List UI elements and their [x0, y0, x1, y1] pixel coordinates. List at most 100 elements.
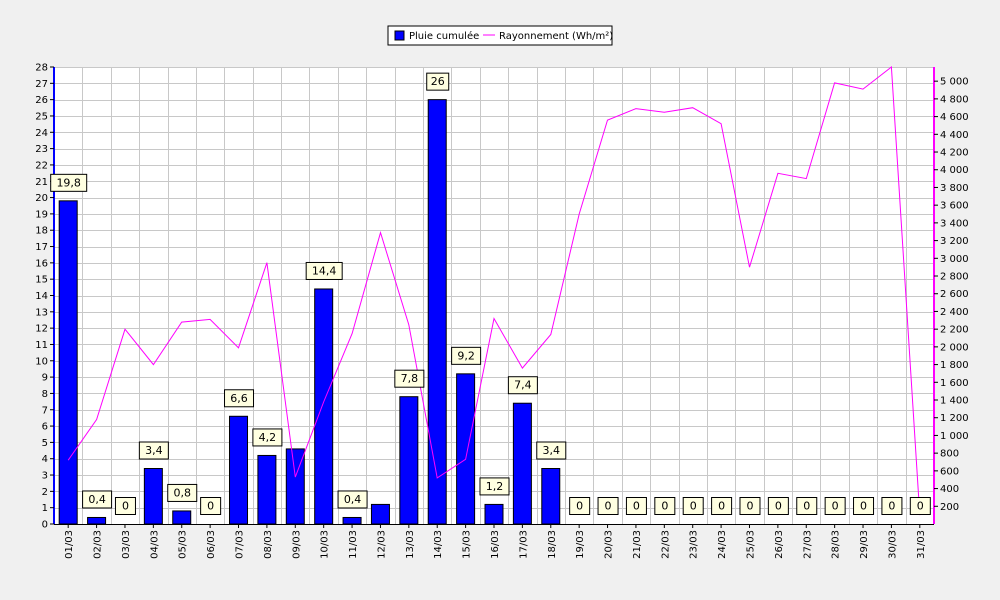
left-tick-label: 18: [35, 226, 48, 237]
data-label-box: [853, 497, 875, 515]
data-label: 0: [853, 497, 875, 515]
legend-bar-label: Pluie cumulée: [409, 30, 479, 42]
data-label-box: [654, 497, 676, 515]
right-tick-label: 1 800: [940, 360, 969, 371]
left-tick-label: 27: [35, 79, 48, 90]
data-label-text: 0: [803, 500, 810, 513]
data-label-box: [796, 497, 818, 515]
data-label-text: 4,2: [259, 431, 277, 444]
x-tick-label: 05/03: [178, 530, 189, 559]
x-tick-label: 21/03: [632, 530, 643, 559]
left-tick-label: 12: [35, 324, 48, 335]
data-label: 0: [625, 497, 647, 515]
rain-bar: [257, 454, 277, 525]
x-tick-label: 27/03: [802, 530, 813, 559]
x-tick-label: 08/03: [263, 530, 274, 559]
x-tick-label: 02/03: [93, 530, 104, 559]
left-tick-label: 21: [35, 177, 48, 188]
data-label: 4,2: [252, 428, 283, 447]
right-tick-label: 2 200: [940, 325, 969, 336]
data-label: 0: [796, 497, 818, 515]
right-tick-label: 3 000: [940, 254, 969, 265]
data-label: 3,4: [138, 441, 169, 460]
x-tick-label: 24/03: [717, 530, 728, 559]
rain-bar: [484, 503, 504, 525]
data-label: 7,4: [507, 376, 538, 395]
data-label-text: 14,4: [312, 264, 337, 277]
left-tick-label: 19: [35, 209, 48, 220]
data-label-text: 0: [746, 500, 753, 513]
data-label-box: [625, 497, 647, 515]
data-label-box: [767, 497, 789, 515]
data-label: 26: [426, 72, 450, 91]
x-tick-label: 18/03: [547, 530, 558, 559]
x-tick-label: 07/03: [235, 530, 246, 559]
x-tick-label: 11/03: [348, 530, 359, 559]
rain-bar: [58, 200, 78, 525]
data-label: 0: [682, 497, 704, 515]
data-label: 7,8: [394, 369, 425, 388]
bar-data-labels: 19,8 0,4 0 3,4 0,8 0 6,6 4,2 14,4 0,4 7,8 26 9,2 1,2 7…: [50, 72, 931, 515]
x-tick-label: 15/03: [462, 530, 473, 559]
left-tick-label: 16: [35, 258, 48, 269]
data-label-text: 0,4: [88, 493, 106, 506]
x-tick-label: 14/03: [433, 530, 444, 559]
x-tick-label: 20/03: [604, 530, 615, 559]
data-label-text: 7,8: [401, 372, 419, 385]
right-tick-label: 3 200: [940, 236, 969, 247]
right-tick-label: 400: [940, 484, 959, 495]
data-label-text: 6,6: [230, 392, 248, 405]
x-tick-label: 26/03: [774, 530, 785, 559]
data-label: 1,2: [479, 477, 510, 496]
data-label-text: 0: [775, 500, 782, 513]
legend: Pluie cumulée Rayonnement (Wh/m²): [387, 25, 613, 46]
legend-line-label: Rayonnement (Wh/m²): [499, 31, 613, 42]
data-label-box: [138, 441, 169, 460]
data-label-text: 0: [917, 500, 924, 513]
left-tick-label: 1: [42, 503, 48, 514]
left-tick-label: 14: [35, 291, 48, 302]
x-tick-label: 23/03: [689, 530, 700, 559]
right-tick-label: 3 400: [940, 218, 969, 229]
data-label-text: 9,2: [457, 349, 475, 362]
left-tick-label: 22: [35, 160, 48, 171]
x-tick-label: 09/03: [291, 530, 302, 559]
data-label-box: [569, 497, 591, 515]
data-label-box: [824, 497, 846, 515]
right-axis-ticks: 200 400 600 800 1 000 1 200 1 400 1 600 1 800 2 0…: [934, 77, 969, 513]
data-label-box: [451, 346, 482, 365]
rain-bar: [229, 415, 249, 525]
data-label: 19,8: [50, 173, 88, 192]
left-tick-label: 26: [35, 95, 48, 106]
legend-box: [387, 25, 613, 46]
data-label-box: [426, 72, 450, 91]
data-label: 0: [824, 497, 846, 515]
x-tick-label: 28/03: [831, 530, 842, 559]
data-label-box: [50, 173, 88, 192]
data-label: 0: [200, 497, 222, 515]
rain-bar: [512, 402, 532, 525]
right-tick-label: 600: [940, 466, 959, 477]
x-tick-label: 10/03: [320, 530, 331, 559]
data-label-text: 0: [605, 500, 612, 513]
data-label-text: 0: [576, 500, 583, 513]
radiation-line: [67, 66, 921, 516]
data-label-box: [536, 441, 567, 460]
x-tick-label: 22/03: [660, 530, 671, 559]
x-tick-label: 13/03: [405, 530, 416, 559]
x-tick-label: 16/03: [490, 530, 501, 559]
plot-area: [54, 67, 934, 524]
rain-bar: [456, 373, 476, 525]
data-label-text: 3,4: [145, 444, 163, 457]
data-label-text: 19,8: [56, 176, 81, 189]
x-tick-label: 12/03: [376, 530, 387, 559]
right-tick-label: 2 600: [940, 289, 969, 300]
data-label-text: 0: [860, 500, 867, 513]
left-tick-label: 15: [35, 275, 48, 286]
data-label: 9,2: [451, 346, 482, 365]
legend-bar-swatch: [394, 30, 405, 41]
x-tick-label: 03/03: [121, 530, 132, 559]
data-label-text: 0,4: [344, 493, 362, 506]
data-label: 0: [114, 497, 136, 515]
